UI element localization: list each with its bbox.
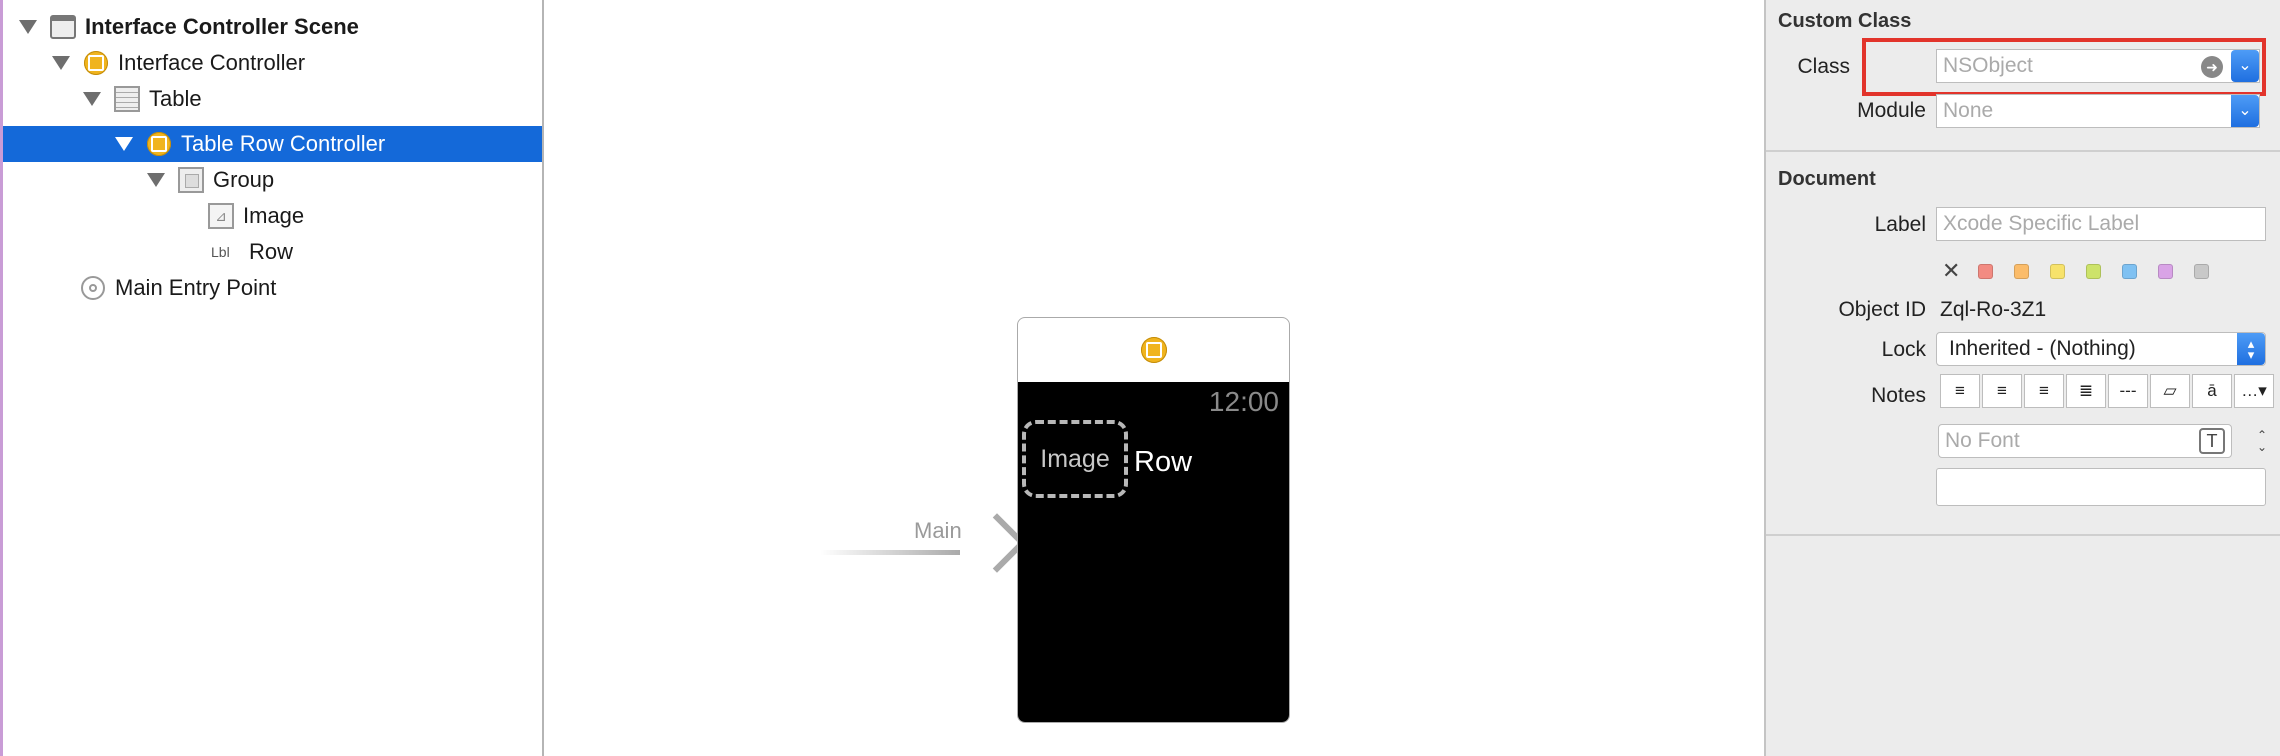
outline-item-label: Main Entry Point: [115, 275, 277, 300]
module-field[interactable]: None ⌄: [1936, 94, 2260, 128]
disclosure-triangle-icon[interactable]: [52, 56, 70, 70]
custom-class-title: Custom Class: [1778, 10, 1912, 32]
entry-arrow-line: [820, 550, 960, 555]
outline-item-label: Interface Controller Scene: [85, 14, 359, 39]
lock-value: Inherited - (Nothing): [1949, 337, 2136, 360]
font-size-stepper[interactable]: ⌃ ⌄: [2256, 428, 2268, 454]
section-divider: [1766, 534, 2280, 536]
font-field[interactable]: No Font T: [1938, 424, 2232, 458]
lock-label: Lock: [1881, 338, 1926, 361]
color-swatch-yellow[interactable]: [2050, 263, 2066, 279]
storyboard-canvas[interactable]: Main 12:00 Image Row: [544, 0, 1762, 756]
line-spacing-icon[interactable]: ---: [2108, 374, 2148, 408]
outline-item-row-label[interactable]: Lbl Row: [3, 234, 542, 270]
text-color-icon[interactable]: ā: [2192, 374, 2232, 408]
notes-label: Notes: [1871, 384, 1926, 407]
outline-item-label: Table Row Controller: [181, 131, 386, 156]
chevron-down-icon[interactable]: ⌄: [2231, 50, 2259, 82]
font-placeholder: No Font: [1945, 429, 2020, 452]
align-center-icon[interactable]: ≡: [1982, 374, 2022, 408]
align-justify-icon[interactable]: ≣: [2066, 374, 2106, 408]
label-placeholder: Xcode Specific Label: [1943, 212, 2140, 235]
interface-controller-icon: [82, 49, 110, 77]
color-swatch-red[interactable]: [1978, 263, 1994, 279]
object-id-label: Object ID: [1838, 298, 1926, 321]
object-id-value: Zql-Ro-3Z1: [1940, 298, 2047, 321]
color-label-swatches: ✕: [1942, 258, 2230, 284]
color-swatch-purple[interactable]: [2158, 263, 2174, 279]
color-swatch-orange[interactable]: [2014, 263, 2030, 279]
outline-item-label: Row: [249, 239, 294, 264]
identity-inspector: Custom Class Class NSObject ➜ ⌄ Module N…: [1764, 0, 2280, 756]
watch-time: 12:00: [1208, 386, 1279, 417]
chevron-updown-icon[interactable]: ▴ ▾: [2237, 333, 2265, 365]
outline-item-group[interactable]: Group: [3, 162, 542, 198]
scene-icon: [49, 13, 77, 41]
notes-text-area[interactable]: [1936, 468, 2266, 506]
entry-point-label: Main: [914, 518, 962, 543]
table-icon: [113, 85, 141, 113]
notes-toolbar: ≡ ≡ ≡ ≣ --- ▱ ā …▾: [1940, 374, 2276, 408]
document-outline: Interface Controller Scene Interface Con…: [0, 0, 544, 756]
watch-screen[interactable]: 12:00 Image Row: [1018, 382, 1289, 722]
outline-item-table[interactable]: Table: [3, 81, 542, 117]
class-field[interactable]: NSObject ➜ ⌄: [1936, 49, 2260, 83]
outline-item-label: Image: [243, 203, 305, 228]
outline-item-interface-controller[interactable]: Interface Controller: [3, 45, 542, 81]
disclosure-triangle-icon[interactable]: [115, 137, 133, 151]
more-options-icon[interactable]: …▾: [2234, 374, 2274, 408]
document-title: Document: [1778, 168, 1876, 190]
entry-point-icon: [79, 274, 107, 302]
outline-item-label: Interface Controller: [118, 50, 306, 75]
section-divider: [1766, 150, 2280, 152]
lock-popup[interactable]: Inherited - (Nothing) ▴ ▾: [1936, 332, 2266, 366]
align-left-icon[interactable]: ≡: [1940, 374, 1980, 408]
outline-left-edge: [0, 0, 3, 756]
label-label: Label: [1874, 213, 1926, 236]
image-icon: ⊿: [207, 202, 235, 230]
group-icon: [177, 166, 205, 194]
color-swatch-gray[interactable]: [2194, 263, 2210, 279]
image-placeholder[interactable]: Image: [1022, 420, 1128, 498]
module-placeholder: None: [1943, 99, 1994, 122]
align-right-icon[interactable]: ≡: [2024, 374, 2064, 408]
interface-controller-scene[interactable]: 12:00 Image Row: [1017, 317, 1290, 723]
clear-color-icon[interactable]: ✕: [1942, 258, 1961, 283]
color-swatch-green[interactable]: [2086, 263, 2102, 279]
chevron-down-icon[interactable]: ⌄: [2231, 95, 2259, 127]
goto-arrow-icon[interactable]: ➜: [2201, 56, 2223, 78]
row-controller-icon: [145, 130, 173, 158]
outline-item-label: Group: [213, 167, 275, 192]
outline-item-image[interactable]: ⊿ Image: [3, 198, 542, 234]
label-icon: Lbl: [211, 244, 230, 260]
class-label: Class: [1797, 55, 1850, 78]
color-swatch-blue[interactable]: [2122, 263, 2138, 279]
outline-item-main-entry-point[interactable]: Main Entry Point: [3, 270, 542, 306]
disclosure-triangle-icon[interactable]: [147, 173, 165, 187]
disclosure-triangle-icon[interactable]: [83, 92, 101, 106]
font-picker-icon[interactable]: T: [2199, 428, 2225, 454]
scene-dock[interactable]: [1018, 318, 1289, 383]
module-label: Module: [1857, 99, 1926, 122]
disclosure-triangle-icon[interactable]: [19, 20, 37, 34]
row-label[interactable]: Row: [1134, 446, 1193, 478]
class-placeholder: NSObject: [1943, 54, 2033, 77]
outline-item-scene[interactable]: Interface Controller Scene: [3, 9, 542, 45]
outline-item-label: Table: [149, 86, 202, 111]
no-fill-icon[interactable]: ▱: [2150, 374, 2190, 408]
outline-item-table-row-controller[interactable]: Table Row Controller: [3, 126, 542, 162]
label-field[interactable]: Xcode Specific Label: [1936, 207, 2266, 241]
interface-controller-icon[interactable]: [1140, 337, 1167, 363]
